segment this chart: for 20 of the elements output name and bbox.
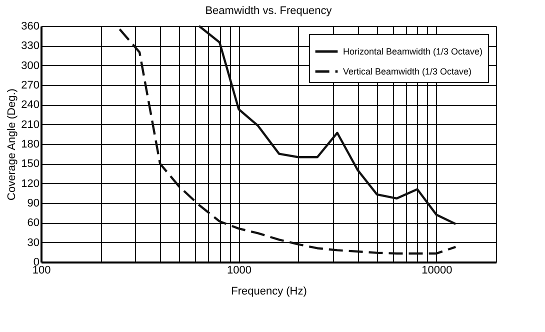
y-axis-title: Coverage Angle (Deg.) <box>6 88 18 200</box>
x-axis-title: Frequency (Hz) <box>231 286 307 298</box>
y-tick-label: 330 <box>21 40 40 52</box>
y-tick-label: 270 <box>21 80 40 92</box>
y-tick-label: 120 <box>21 178 40 190</box>
x-tick-label: 100 <box>32 264 51 276</box>
y-tick-label: 300 <box>21 60 40 72</box>
chart-title: Beamwidth vs. Frequency <box>205 5 332 17</box>
x-tick-label: 10000 <box>422 264 452 276</box>
y-tick-label: 210 <box>21 118 40 131</box>
y-tick-label: 360 <box>21 20 40 32</box>
x-tick-label: 1000 <box>226 264 252 276</box>
y-tick-label: 30 <box>27 236 40 249</box>
legend-label: Vertical Beamwidth (1/3 Octave) <box>343 66 472 76</box>
y-tick-label: 150 <box>21 158 40 170</box>
y-tick-label: 90 <box>27 198 40 210</box>
legend-label: Horizontal Beamwidth (1/3 Octave) <box>343 46 483 56</box>
y-tick-label: 240 <box>21 99 40 112</box>
y-tick-label: 180 <box>21 138 40 150</box>
y-tick-label: 60 <box>27 217 40 230</box>
